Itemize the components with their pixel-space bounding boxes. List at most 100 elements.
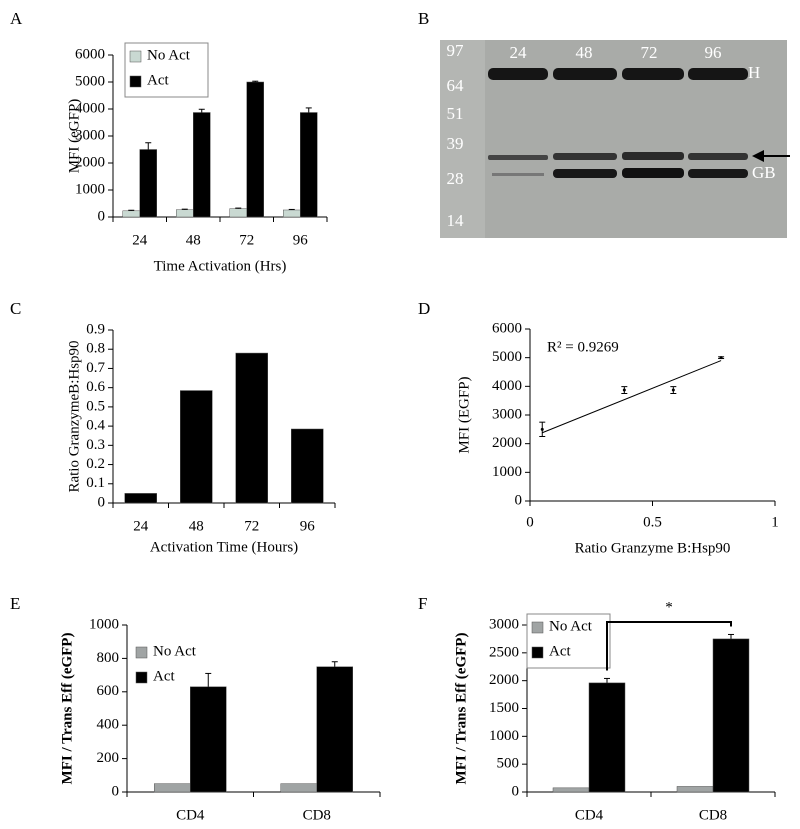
panel-letter: D bbox=[418, 299, 430, 318]
bar bbox=[190, 686, 227, 793]
y-tick-label: 400 bbox=[97, 717, 120, 733]
lane-label: 24 bbox=[510, 43, 528, 62]
bar bbox=[176, 209, 194, 218]
y-tick-label: 0 bbox=[512, 783, 520, 799]
panel-letter: A bbox=[10, 9, 23, 28]
legend-label: Act bbox=[549, 643, 571, 659]
y-tick-label: 1500 bbox=[489, 700, 519, 716]
bar bbox=[229, 208, 247, 218]
bar bbox=[316, 666, 353, 793]
x-tick-label: 72 bbox=[239, 232, 254, 248]
band bbox=[492, 173, 544, 176]
x-tick-label: 1 bbox=[771, 514, 779, 530]
bar bbox=[300, 112, 318, 218]
trendline bbox=[542, 360, 722, 434]
legend-label: No Act bbox=[153, 643, 197, 659]
panel-letter: F bbox=[418, 594, 427, 613]
panel-letter: B bbox=[418, 9, 429, 28]
panel-letter: C bbox=[10, 299, 21, 318]
legend-label: Act bbox=[153, 668, 175, 684]
y-axis-label: MFI (EGFP) bbox=[456, 376, 472, 453]
bar bbox=[552, 787, 590, 793]
y-tick-label: 0.5 bbox=[86, 398, 105, 414]
y-tick-label: 5000 bbox=[75, 73, 105, 89]
legend-label: No Act bbox=[147, 47, 191, 63]
y-tick-label: 3000 bbox=[489, 616, 519, 632]
legend-label: No Act bbox=[549, 618, 593, 634]
marker-label: 97 bbox=[447, 41, 465, 60]
band bbox=[553, 153, 617, 160]
y-tick-label: 0.2 bbox=[86, 456, 105, 472]
band bbox=[553, 169, 617, 178]
legend-label: Act bbox=[147, 72, 169, 88]
marker-label: 64 bbox=[447, 76, 465, 95]
y-tick-label: 1000 bbox=[489, 728, 519, 744]
band-label: H bbox=[748, 63, 760, 82]
y-tick-label: 4000 bbox=[75, 100, 105, 116]
y-tick-label: 0.4 bbox=[86, 418, 105, 434]
band bbox=[488, 155, 548, 160]
bar bbox=[180, 390, 213, 504]
y-tick-label: 2500 bbox=[489, 644, 519, 660]
x-axis-label: Ratio Granzyme B:Hsp90 bbox=[575, 540, 731, 556]
lane-label: 72 bbox=[641, 43, 658, 62]
y-tick-label: 0.1 bbox=[86, 475, 105, 491]
bar bbox=[283, 209, 301, 218]
bar bbox=[193, 112, 211, 218]
band bbox=[622, 168, 684, 178]
y-tick-label: 0 bbox=[98, 208, 106, 224]
x-tick-label: CD4 bbox=[575, 807, 604, 823]
x-tick-label: 96 bbox=[293, 232, 309, 248]
r-squared: R² = 0.9269 bbox=[547, 339, 619, 355]
x-tick-label: 72 bbox=[244, 518, 259, 534]
bar bbox=[280, 783, 317, 793]
significance-label: * bbox=[665, 599, 673, 615]
band bbox=[553, 68, 617, 80]
y-axis-label: MFI / Trans Eff (eGFP) bbox=[59, 633, 75, 785]
y-tick-label: 0 bbox=[98, 494, 106, 510]
bar bbox=[712, 638, 750, 793]
lane-label: 48 bbox=[576, 43, 593, 62]
legend-swatch bbox=[531, 621, 544, 634]
band bbox=[622, 68, 684, 80]
x-axis-label: Time Activation (Hrs) bbox=[154, 258, 287, 274]
bar bbox=[154, 783, 191, 793]
bar bbox=[124, 493, 157, 504]
legend-swatch bbox=[135, 646, 148, 659]
band bbox=[488, 68, 548, 80]
y-axis-label: MFI / Trans Eff (eGFP) bbox=[453, 633, 469, 785]
y-tick-label: 0.9 bbox=[86, 321, 105, 337]
y-tick-label: 800 bbox=[97, 650, 120, 666]
marker-label: 39 bbox=[447, 134, 464, 153]
y-tick-label: 3000 bbox=[75, 127, 105, 143]
bar bbox=[139, 149, 157, 218]
arrow-head bbox=[752, 150, 764, 162]
legend-swatch bbox=[135, 671, 148, 684]
bar bbox=[122, 210, 140, 218]
bar bbox=[676, 786, 714, 793]
band bbox=[688, 153, 748, 160]
x-tick-label: 0 bbox=[526, 514, 534, 530]
y-tick-label: 0.6 bbox=[86, 379, 105, 395]
y-tick-label: 500 bbox=[497, 756, 520, 772]
y-tick-label: 3000 bbox=[492, 406, 522, 422]
x-tick-label: 48 bbox=[189, 518, 204, 534]
y-tick-label: 1000 bbox=[75, 181, 105, 197]
y-tick-label: 0.7 bbox=[86, 360, 105, 376]
y-tick-label: 1000 bbox=[492, 464, 522, 480]
x-tick-label: 0.5 bbox=[643, 514, 662, 530]
y-tick-label: 5000 bbox=[492, 349, 522, 365]
y-tick-label: 600 bbox=[97, 683, 120, 699]
x-axis-label: Activation Time (Hours) bbox=[150, 539, 298, 555]
x-tick-label: CD8 bbox=[699, 807, 727, 823]
y-tick-label: 0.3 bbox=[86, 437, 105, 453]
y-tick-label: 6000 bbox=[492, 320, 522, 336]
y-axis-label: MFI (eGFP) bbox=[66, 99, 82, 174]
band bbox=[622, 152, 684, 160]
y-axis-label: Ratio GranzymeB:Hsp90 bbox=[66, 340, 82, 492]
legend-swatch bbox=[531, 646, 544, 659]
y-tick-label: 1000 bbox=[89, 616, 119, 632]
band-label: GB bbox=[752, 163, 776, 182]
x-tick-label: CD4 bbox=[176, 807, 205, 823]
legend-swatch bbox=[129, 50, 142, 63]
